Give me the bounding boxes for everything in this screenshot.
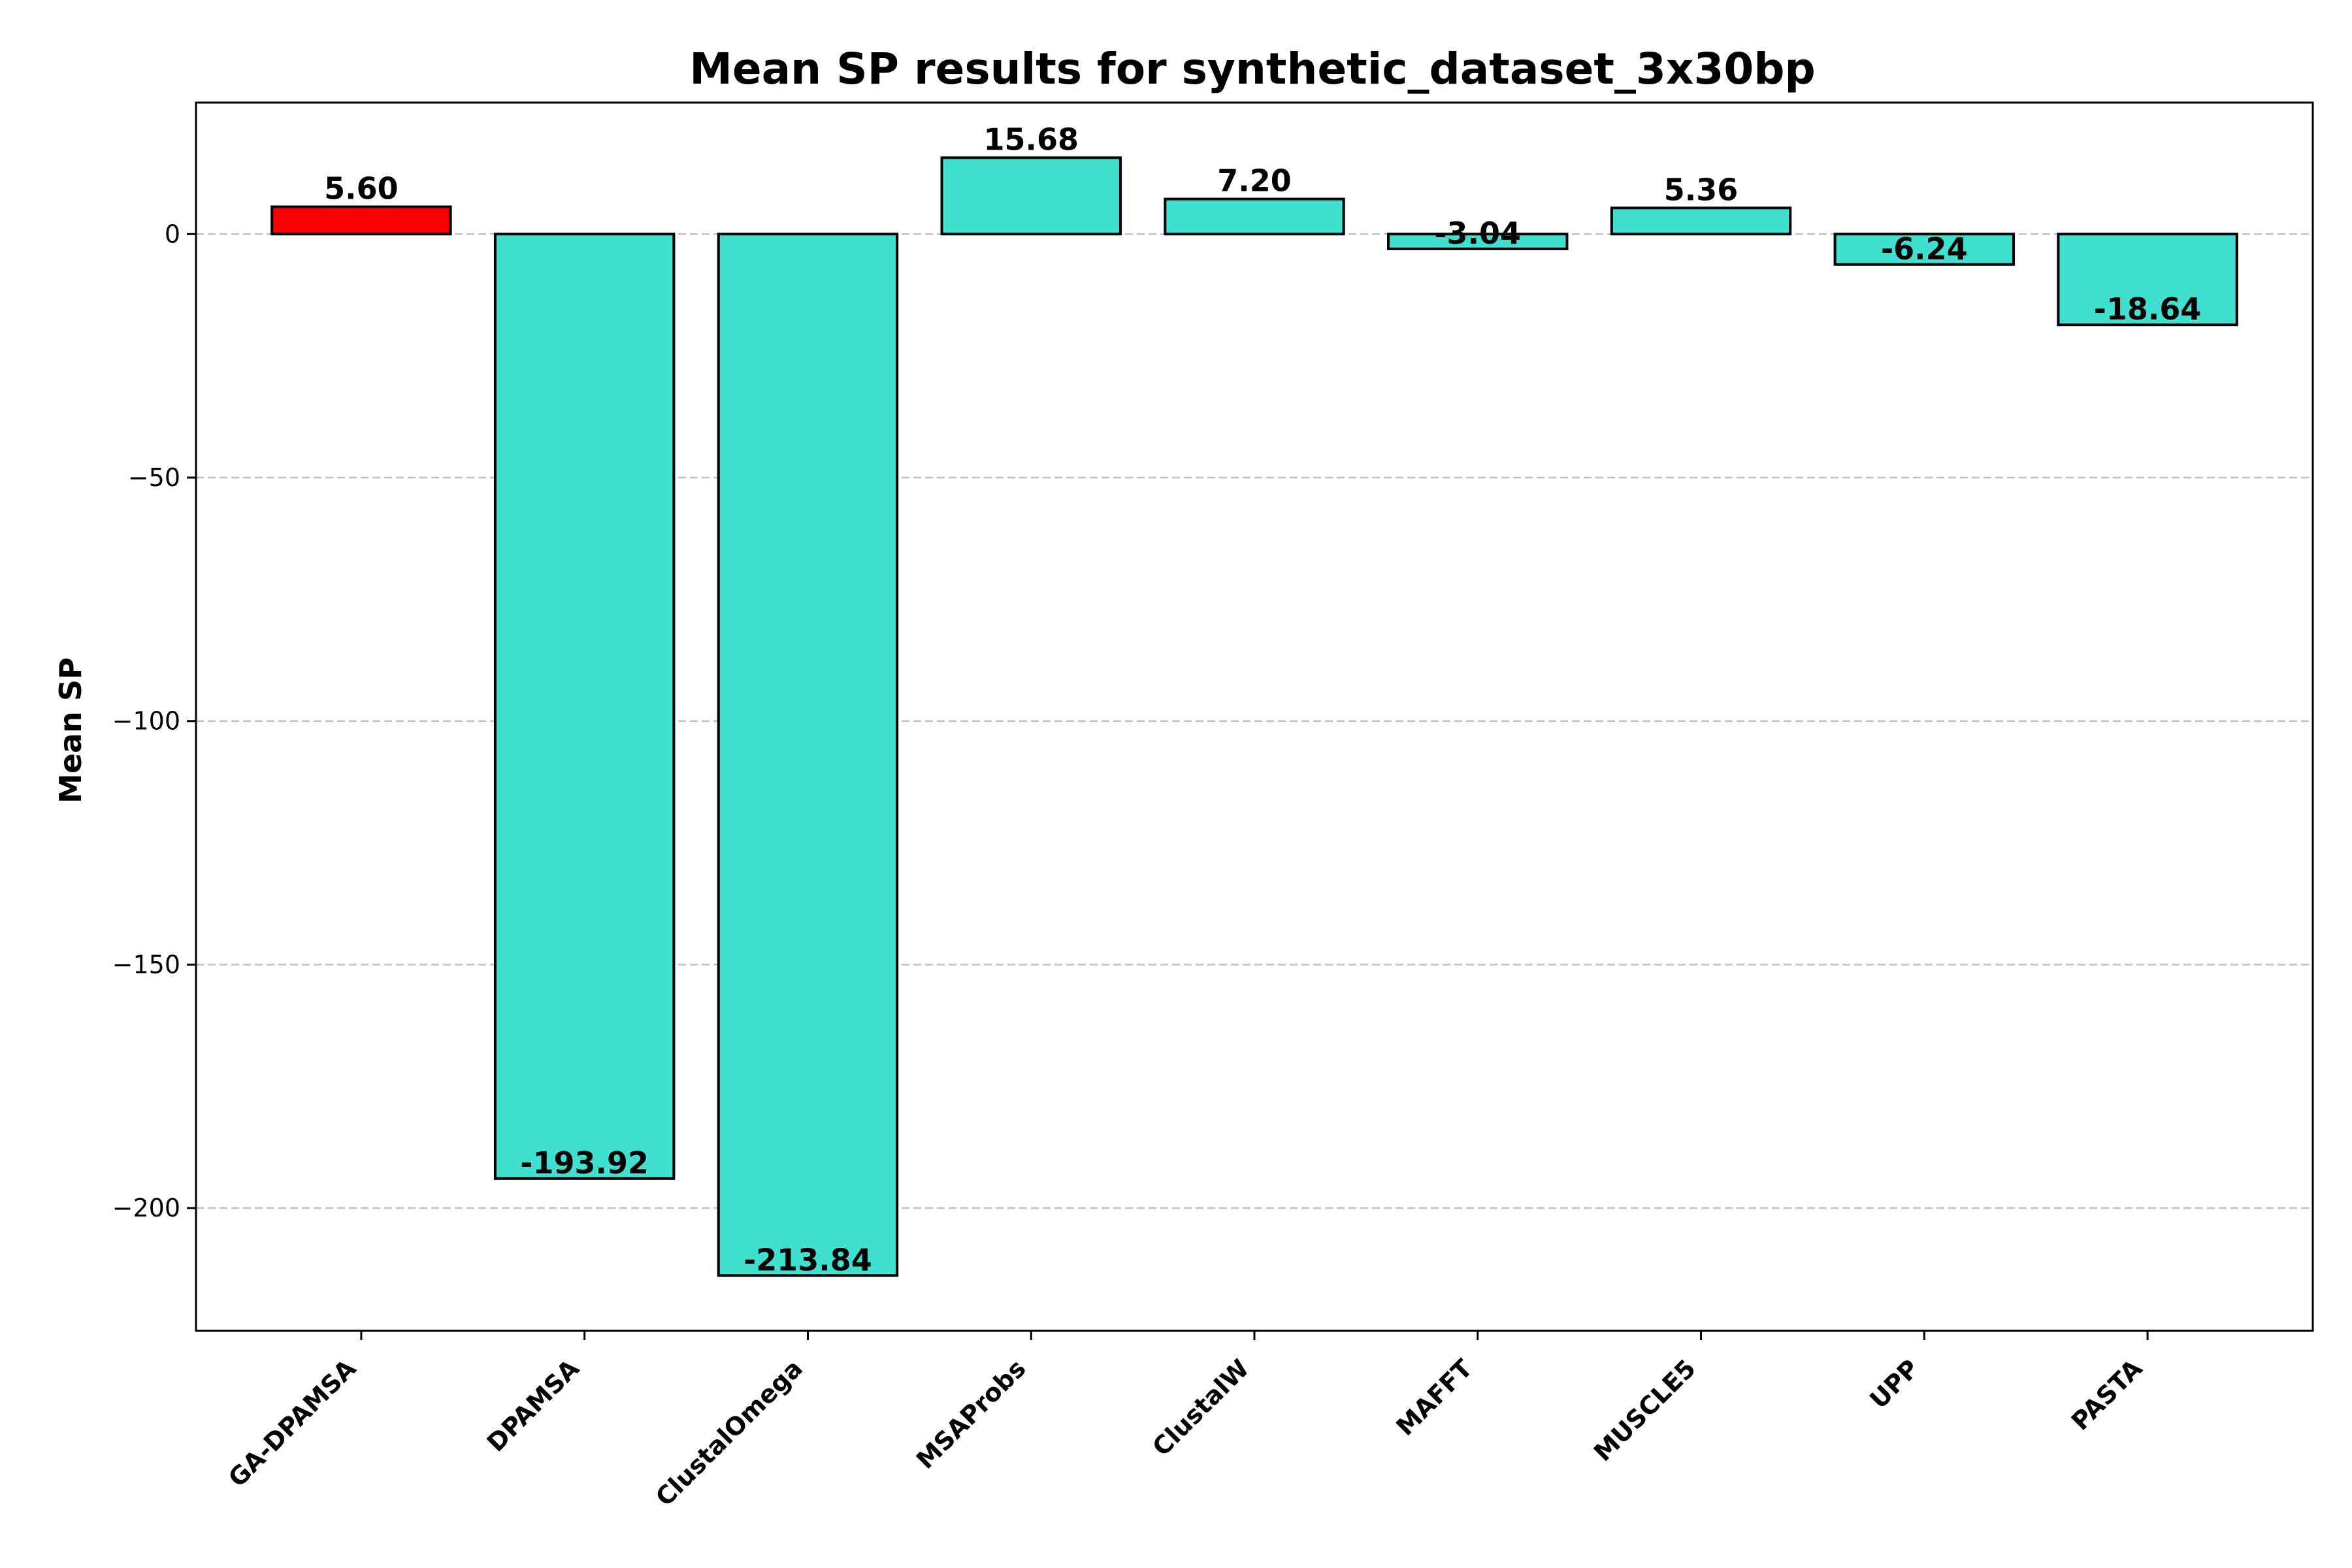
bar-clustalw <box>1164 197 1345 236</box>
data-label: -193.92 <box>520 1145 649 1181</box>
bar-msaprobs <box>940 156 1122 236</box>
data-label: -213.84 <box>743 1242 872 1277</box>
y-tick-label: −200 <box>112 1194 180 1222</box>
chart-title: Mean SP results for synthetic_dataset_3x… <box>689 44 1816 94</box>
bar-pasta <box>2057 233 2238 327</box>
bar-ga-dpamsa <box>270 205 452 236</box>
bar-clustalomega <box>717 233 899 1277</box>
y-axis-label: Mean SP <box>53 657 88 804</box>
bar-mafft <box>1387 233 1569 250</box>
y-tick-label: 0 <box>165 220 180 248</box>
y-tick-label: −150 <box>112 950 180 979</box>
bars <box>270 156 2238 1277</box>
data-label: 15.68 <box>983 122 1079 157</box>
bar-muscle5 <box>1610 206 1792 236</box>
data-label: 5.60 <box>324 171 399 206</box>
data-label: -6.24 <box>1881 231 1968 267</box>
bar-dpamsa <box>493 233 676 1180</box>
data-label: -18.64 <box>2094 291 2202 327</box>
y-tick-label: −50 <box>128 463 180 492</box>
y-axis-ticks: 0 −50 −100 −150 −200 <box>112 220 196 1222</box>
y-tick-label: −100 <box>112 707 180 736</box>
bar-upp <box>1833 233 2016 266</box>
data-label: 7.20 <box>1217 163 1292 199</box>
data-label: -3.04 <box>1434 216 1521 251</box>
data-labels: 5.60 -193.92 -213.84 15.68 7.20 -3.04 5.36 -6.2… <box>324 122 2201 1277</box>
data-label: 5.36 <box>1664 172 1739 207</box>
